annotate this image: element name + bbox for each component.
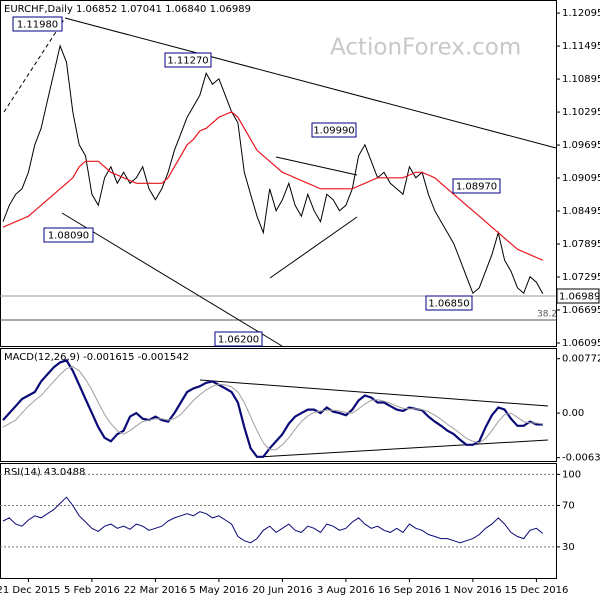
price-label-box bbox=[452, 178, 501, 194]
current-price-box bbox=[556, 288, 600, 304]
y-tick-label: 1.06695 bbox=[562, 305, 600, 316]
x-tick-label: 21 Dec 2015 bbox=[0, 585, 60, 596]
y-tick-label: 0.00 bbox=[562, 408, 584, 419]
y-tick-label: 30 bbox=[562, 542, 575, 553]
y-tick-label: 1.10895 bbox=[562, 74, 600, 85]
price-label-box bbox=[214, 331, 263, 347]
y-tick-label: 1.09095 bbox=[562, 173, 600, 184]
y-tick-label: 1.08495 bbox=[562, 206, 600, 217]
price-panel bbox=[0, 0, 557, 347]
y-tick-label: 1.10295 bbox=[562, 107, 600, 118]
y-tick-label: 0.007726 bbox=[562, 354, 600, 365]
y-tick-label: 1.07295 bbox=[562, 272, 600, 283]
x-tick-label: 1 Nov 2016 bbox=[444, 585, 502, 596]
price-label-box bbox=[12, 16, 63, 32]
trend-line bbox=[257, 439, 549, 458]
y-tick-label: 1.06095 bbox=[562, 338, 600, 349]
price-label: 1.11980 bbox=[17, 20, 58, 31]
y-tick-label: 1.12095 bbox=[562, 8, 600, 19]
y-tick-label: 1.07895 bbox=[562, 239, 600, 250]
x-tick-label: 22 Mar 2016 bbox=[124, 585, 187, 596]
x-tick-label: 3 Aug 2016 bbox=[317, 585, 375, 596]
price-label: 1.11270 bbox=[167, 56, 208, 67]
price-label: 1.08970 bbox=[456, 182, 497, 193]
series-line bbox=[2, 496, 544, 544]
rsi-title: RSI(14) 43.0488 bbox=[4, 467, 85, 478]
x-tick-label: 20 Jun 2016 bbox=[252, 585, 312, 596]
rsi-panel bbox=[0, 463, 557, 579]
x-tick-label: 16 Sep 2016 bbox=[378, 585, 441, 596]
y-tick-label: 70 bbox=[562, 500, 575, 511]
series-line bbox=[2, 358, 543, 458]
x-tick-label: 5 Feb 2016 bbox=[64, 585, 120, 596]
y-tick-label: 100 bbox=[562, 469, 581, 480]
x-tick-label: 5 May 2016 bbox=[189, 585, 248, 596]
trend-line bbox=[275, 156, 358, 176]
y-tick-label: -0.006327 bbox=[562, 453, 600, 464]
series-line bbox=[2, 44, 544, 295]
trend-line bbox=[199, 379, 549, 407]
macd-panel bbox=[0, 348, 557, 462]
price-label-box bbox=[164, 52, 212, 68]
price-label: 1.08090 bbox=[48, 231, 89, 242]
chart-title: EURCHF,Daily 1.06852 1.07041 1.06840 1.0… bbox=[4, 4, 251, 15]
current-price-label: 1.06989 bbox=[559, 292, 600, 303]
price-label: 1.06850 bbox=[428, 299, 469, 310]
trend-line bbox=[269, 216, 358, 279]
price-label-box bbox=[425, 295, 473, 311]
watermark: ActionForex.com bbox=[330, 35, 521, 61]
price-label: 1.09990 bbox=[313, 126, 354, 137]
trend-line bbox=[61, 212, 283, 347]
x-tick-label: 15 Dec 2016 bbox=[504, 585, 568, 596]
series-line bbox=[2, 366, 543, 451]
price-label-box bbox=[43, 227, 94, 243]
y-tick-label: 1.11495 bbox=[562, 41, 600, 52]
y-tick-label: 1.09695 bbox=[562, 140, 600, 151]
macd-title: MACD(12,26,9) -0.001615 -0.001542 bbox=[4, 352, 189, 363]
fib-label: 38.2 bbox=[537, 310, 557, 320]
price-label: 1.06200 bbox=[218, 335, 259, 346]
price-label-box bbox=[311, 122, 357, 138]
trend-line bbox=[64, 17, 557, 149]
trend-line bbox=[3, 17, 66, 113]
